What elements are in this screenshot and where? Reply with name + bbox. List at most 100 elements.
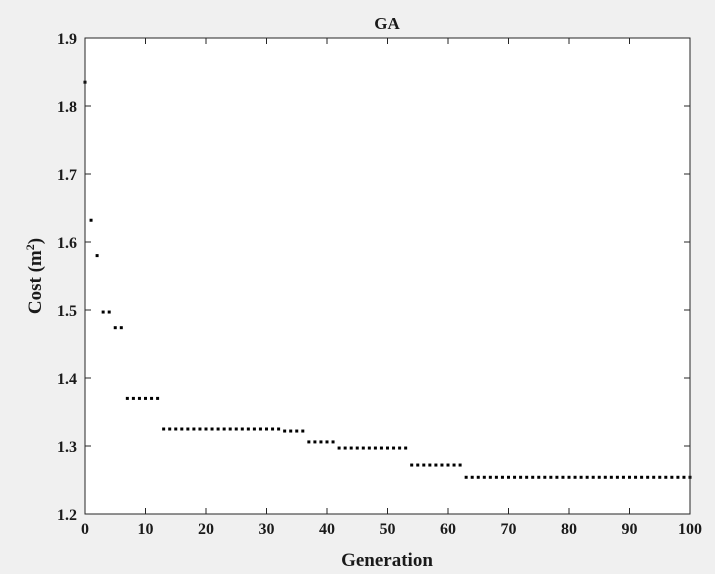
data-point	[519, 475, 523, 479]
data-point	[198, 427, 202, 431]
data-point	[470, 475, 474, 479]
data-point	[156, 396, 160, 400]
data-point	[609, 475, 613, 479]
data-point	[367, 446, 371, 450]
data-point	[319, 440, 323, 444]
plot-frame	[84, 37, 691, 515]
data-point	[603, 475, 607, 479]
y-tick-label: 1.4	[57, 371, 77, 388]
data-point	[295, 429, 299, 433]
data-point	[168, 427, 172, 431]
data-point	[180, 427, 184, 431]
data-point	[579, 475, 583, 479]
data-point	[452, 463, 456, 467]
plot-area	[85, 38, 690, 514]
x-tick-label: 10	[138, 521, 154, 538]
data-point	[234, 427, 238, 431]
data-point	[555, 475, 559, 479]
data-point	[307, 440, 311, 444]
data-point	[325, 440, 329, 444]
y-axis-title: Cost (m2)	[23, 238, 46, 314]
data-point	[440, 463, 444, 467]
data-point	[192, 427, 196, 431]
data-point	[494, 475, 498, 479]
data-point	[507, 475, 510, 479]
data-point	[652, 475, 656, 479]
data-point	[543, 475, 547, 479]
data-point	[640, 475, 644, 479]
data-point	[422, 463, 426, 467]
data-point	[379, 446, 383, 450]
x-tick-label: 50	[380, 521, 396, 538]
data-point	[331, 440, 335, 444]
data-point	[216, 427, 220, 431]
y-tick-label: 1.9	[57, 31, 77, 48]
data-points	[83, 80, 692, 479]
x-tick-label: 90	[622, 521, 638, 538]
y-tick-label: 1.8	[57, 99, 77, 116]
x-axis-title: Generation	[341, 550, 433, 571]
data-point	[458, 463, 462, 467]
data-point	[265, 427, 268, 431]
x-tick-label: 20	[198, 521, 214, 538]
data-point	[513, 475, 517, 479]
y-axis-title-close: )	[25, 238, 46, 244]
data-point	[355, 446, 359, 450]
y-tick-label: 1.5	[57, 303, 77, 320]
data-point	[343, 446, 347, 450]
data-point	[101, 310, 105, 314]
data-point	[150, 396, 154, 400]
data-point	[228, 427, 232, 431]
x-tick-label: 40	[319, 521, 335, 538]
x-tick-label: 0	[81, 521, 89, 538]
data-point	[289, 429, 293, 433]
data-point	[89, 218, 93, 222]
data-point	[398, 446, 402, 450]
data-point	[615, 475, 619, 479]
data-point	[113, 326, 117, 330]
data-point	[349, 446, 353, 450]
y-tick-label: 1.3	[57, 439, 77, 456]
data-point	[567, 475, 571, 479]
data-point	[252, 427, 256, 431]
data-point	[464, 475, 468, 479]
y-tick-label: 1.6	[57, 235, 77, 252]
data-point	[144, 396, 147, 400]
data-point	[634, 475, 638, 479]
data-point	[204, 427, 208, 431]
data-point	[446, 463, 450, 467]
data-point	[277, 427, 281, 431]
y-axis-title-text: Cost (m	[25, 250, 46, 314]
data-point	[646, 475, 650, 479]
data-point	[283, 429, 287, 433]
data-point	[549, 475, 553, 479]
data-point	[482, 475, 486, 479]
x-tick-label: 70	[501, 521, 517, 538]
y-tick-label: 1.7	[57, 167, 77, 184]
chart-title: GA	[374, 14, 400, 33]
data-point	[682, 475, 686, 479]
data-point	[386, 446, 389, 450]
x-tick-label: 100	[678, 521, 702, 538]
data-point	[537, 475, 541, 479]
data-point	[591, 475, 595, 479]
x-tick-label: 30	[259, 521, 275, 538]
y-axis-title-superscript: 2	[23, 244, 37, 250]
data-point	[410, 463, 414, 467]
data-point	[658, 475, 662, 479]
data-point	[258, 427, 262, 431]
data-point	[525, 475, 529, 479]
data-point	[597, 475, 601, 479]
data-point	[131, 396, 135, 400]
data-point	[186, 427, 190, 431]
data-point	[271, 427, 275, 431]
x-tick-label: 80	[561, 521, 577, 538]
data-point	[107, 310, 111, 314]
data-point	[664, 475, 668, 479]
data-point	[373, 446, 377, 450]
data-point	[628, 475, 631, 479]
data-point	[119, 326, 123, 330]
data-point	[531, 475, 535, 479]
data-point	[585, 475, 589, 479]
